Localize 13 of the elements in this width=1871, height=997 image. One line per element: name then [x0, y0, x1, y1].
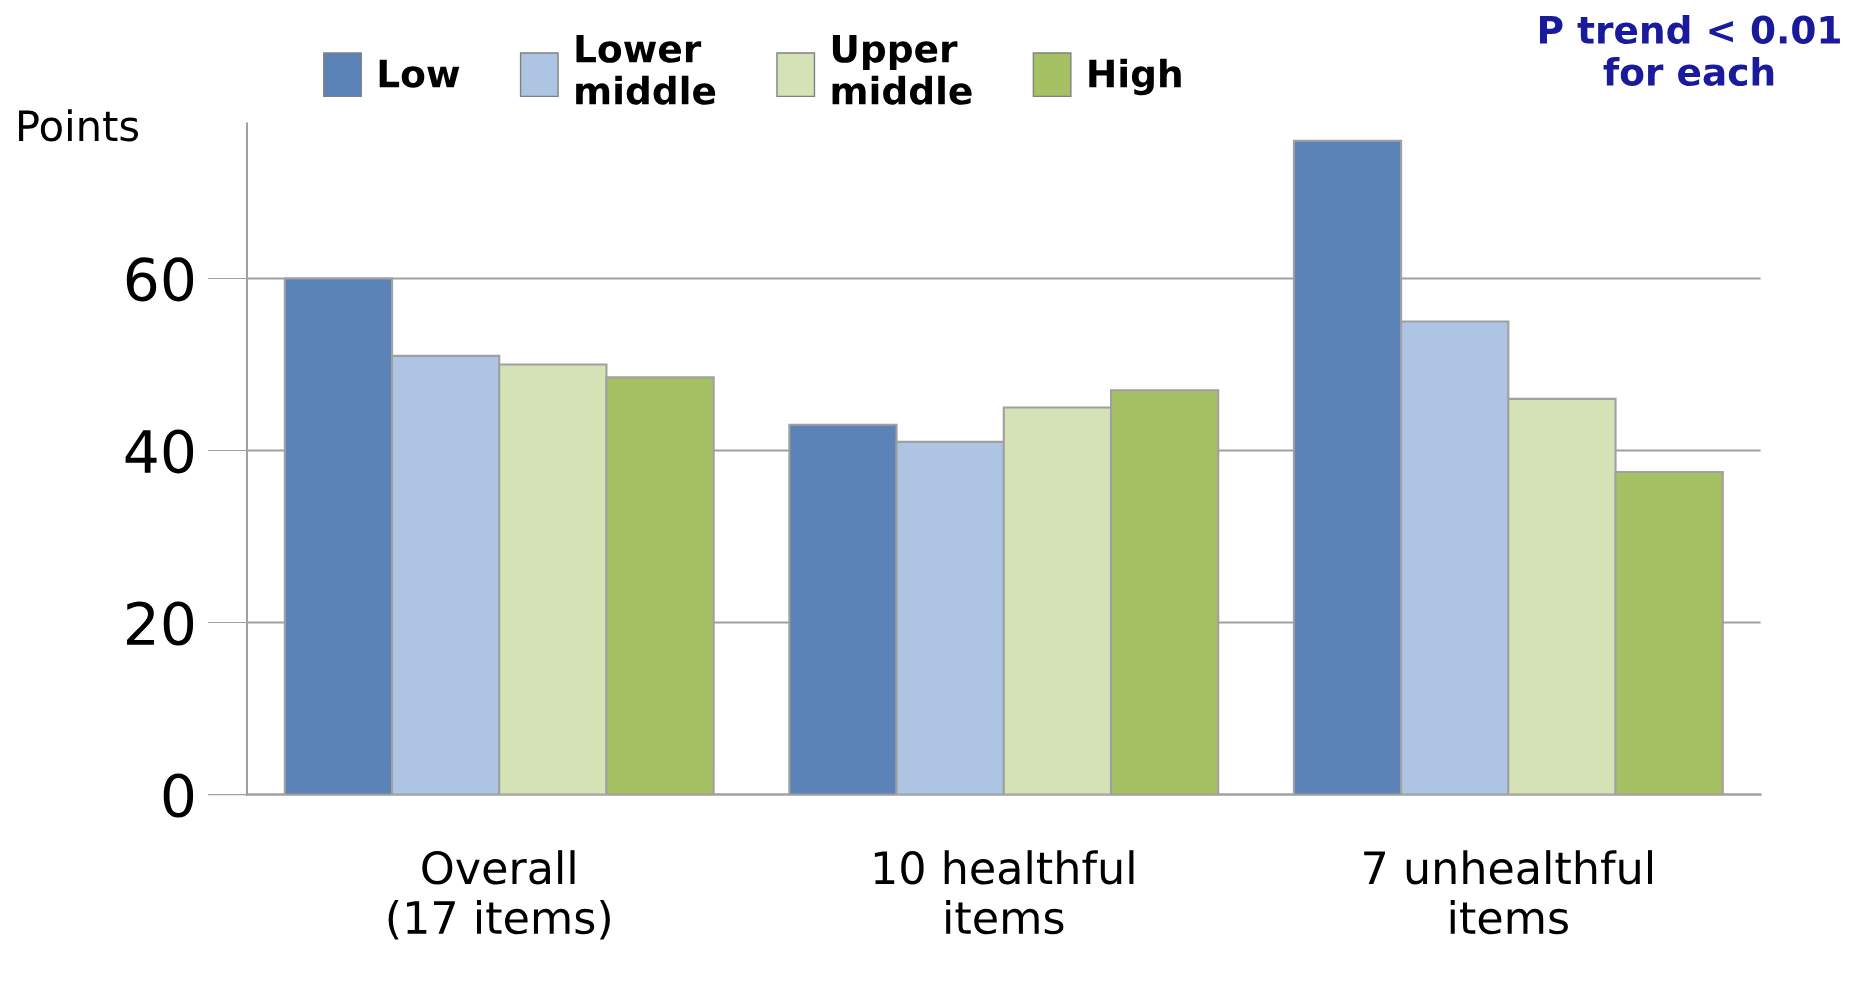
y-tick-label: 20 [127, 601, 194, 646]
x-tick-label: Overall (17 items) [388, 850, 610, 940]
y-axis-title: Points [19, 109, 139, 142]
y-tick-label: 40 [125, 429, 194, 474]
x-tick-label: 10 healthful items [874, 850, 1134, 935]
legend-label: Lower middle [576, 34, 716, 105]
legend-label: Low [379, 59, 460, 88]
y-tick-label: 60 [126, 257, 194, 302]
text: P trend < 0.01 for each [1539, 14, 1840, 86]
x-tick-label: 7 unhealthful items [1364, 850, 1652, 935]
legend-label: High [1089, 58, 1181, 96]
y-tick-label: 0 [163, 773, 194, 818]
legend-label: Upper middle [832, 34, 972, 105]
